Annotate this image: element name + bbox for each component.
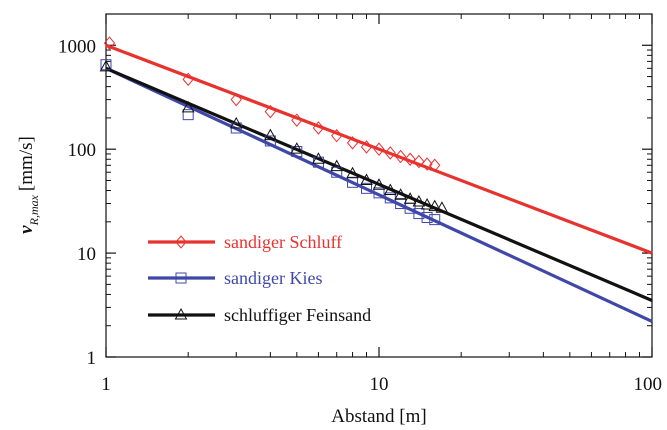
marker-square — [331, 166, 343, 178]
markers — [99, 36, 449, 226]
fit-line — [105, 66, 653, 323]
fit-line — [105, 66, 653, 302]
marker-diamond — [346, 136, 359, 150]
x-axis-title: Abstand [m] — [331, 406, 427, 427]
marker-triangle — [383, 183, 397, 196]
marker-square — [361, 182, 373, 194]
y-tick-label: 100 — [68, 140, 97, 161]
marker-diamond — [413, 154, 425, 169]
marker-diamond — [182, 72, 194, 87]
marker-triangle — [346, 166, 359, 179]
marker-diamond — [373, 142, 385, 156]
fit-line — [105, 43, 653, 255]
marker-diamond — [394, 149, 407, 164]
marker-square — [182, 109, 194, 121]
marker-triangle — [360, 173, 373, 185]
marker-triangle — [435, 201, 449, 213]
marker-diamond — [360, 140, 373, 154]
legend-label: sandiger Schluff — [224, 232, 342, 252]
marker-diamond — [331, 128, 343, 143]
marker-diamond — [264, 104, 277, 119]
marker-triangle — [394, 188, 407, 200]
marker-triangle — [264, 128, 277, 141]
y-tick-label: 1 — [87, 348, 97, 369]
minor-ticks — [106, 14, 652, 357]
marker-triangle — [174, 307, 188, 320]
legend-label: sandiger Kies — [224, 268, 322, 288]
marker-square — [373, 187, 385, 199]
marker-diamond — [230, 92, 242, 107]
y-axis-title: vR,max [mm/s] — [16, 136, 41, 234]
marker-diamond — [291, 113, 303, 128]
marker-diamond — [312, 121, 325, 135]
marker-diamond — [421, 157, 433, 171]
y-tick-label: 1000 — [58, 36, 96, 57]
legend-label: schluffiger Feinsand — [224, 305, 371, 325]
marker-triangle — [420, 198, 434, 210]
marker-triangle — [290, 142, 304, 154]
x-tick-label: 100 — [634, 374, 663, 395]
marker-triangle — [312, 152, 325, 164]
marker-triangle — [229, 116, 243, 129]
y-axis-title-sub: R,max — [27, 194, 41, 226]
marker-diamond — [175, 235, 187, 249]
fit-lines — [105, 43, 653, 323]
marker-triangle — [99, 59, 113, 72]
marker-square — [175, 272, 187, 284]
marker-diamond — [384, 146, 396, 160]
marker-diamond — [103, 36, 116, 50]
y-axis-title-main: v — [16, 225, 37, 234]
marker-triangle — [330, 159, 344, 172]
y-tick-label: 10 — [77, 244, 96, 265]
legend: sandiger Schluff sandiger Kies schluffiger… — [148, 232, 371, 325]
marker-square — [421, 212, 433, 224]
marker-diamond — [429, 158, 441, 173]
marker-square — [413, 208, 425, 220]
marker-triangle — [403, 192, 417, 204]
x-tick-label: 10 — [370, 374, 389, 395]
tick-labels: 1 10 100 1 10 100 1000 — [58, 36, 662, 395]
marker-diamond — [404, 152, 416, 167]
marker-square — [384, 192, 396, 204]
marker-square — [100, 59, 112, 71]
marker-triangle — [181, 100, 195, 113]
marker-triangle — [428, 199, 442, 212]
y-axis-title-unit: [mm/s] — [16, 136, 37, 191]
marker-square — [264, 135, 276, 147]
marker-triangle — [412, 194, 426, 207]
x-tick-label: 1 — [101, 374, 111, 395]
marker-triangle — [372, 178, 386, 190]
marker-square — [429, 214, 441, 226]
